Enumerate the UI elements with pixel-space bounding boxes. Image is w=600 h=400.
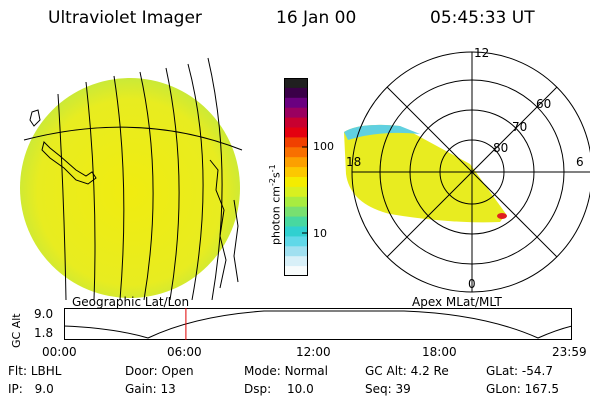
timeline-y-label: GC Alt bbox=[10, 313, 23, 348]
mlt-label-right: 6 bbox=[576, 155, 584, 169]
status-gc-alt: GC Alt: 4.2 Re bbox=[365, 364, 449, 378]
colorbar-tick-100: 100 bbox=[313, 140, 334, 153]
status-dsp: Dsp: 10.0 bbox=[244, 382, 314, 396]
status-glat: GLat: -54.7 bbox=[486, 364, 553, 378]
status-gain: Gain: 13 bbox=[125, 382, 176, 396]
polar-plot bbox=[344, 51, 590, 293]
colorbar-cell bbox=[284, 216, 308, 227]
colorbar-cell bbox=[284, 246, 308, 257]
timeline-tick-0: 00:00 bbox=[42, 345, 77, 359]
mlt-label-left: 18 bbox=[346, 155, 362, 169]
app-title: Ultraviolet Imager bbox=[48, 8, 202, 28]
status-seq: Seq: 39 bbox=[365, 382, 411, 396]
status-door: Door: Open bbox=[125, 364, 194, 378]
timeline-plot bbox=[64, 308, 572, 340]
geographic-image bbox=[20, 57, 243, 300]
date-label: 16 Jan 00 bbox=[276, 8, 357, 28]
status-glon: GLon: 167.5 bbox=[486, 382, 559, 396]
colorbar-tick-10: 10 bbox=[313, 227, 327, 240]
colorbar-cell bbox=[284, 97, 308, 109]
mlat-label-70: 70 bbox=[512, 120, 528, 134]
colorbar-cell bbox=[284, 117, 308, 128]
status-flt: Flt: LBHL bbox=[8, 364, 62, 378]
colorbar-cell bbox=[284, 226, 308, 237]
mlt-label-top: 12 bbox=[474, 46, 490, 60]
colorbar-cell bbox=[284, 236, 308, 247]
colorbar-cell bbox=[284, 78, 308, 89]
status-mode: Mode: Normal bbox=[244, 364, 328, 378]
geographic-caption: Geographic Lat/Lon bbox=[72, 295, 190, 309]
colorbar-cell bbox=[284, 256, 308, 267]
colorbar-cell bbox=[284, 157, 308, 168]
colorbar-cell bbox=[284, 167, 308, 178]
timeline-tick-1: 06:00 bbox=[167, 345, 202, 359]
timeline-y-max: 9.0 bbox=[34, 307, 54, 321]
apex-caption: Apex MLat/MLT bbox=[412, 295, 502, 309]
mlat-label-80: 80 bbox=[493, 141, 509, 155]
colorbar-cell bbox=[284, 196, 308, 208]
colorbar-cell bbox=[284, 186, 308, 198]
timeline-tick-4: 23:59 bbox=[552, 345, 587, 359]
colorbar bbox=[284, 78, 308, 276]
colorbar-cell bbox=[284, 266, 308, 276]
timeline-tick-3: 18:00 bbox=[422, 345, 457, 359]
time-label: 05:45:33 UT bbox=[430, 8, 535, 28]
mlat-label-60: 60 bbox=[536, 97, 552, 111]
colorbar-cell bbox=[284, 177, 308, 188]
colorbar-cell bbox=[284, 127, 308, 138]
mlt-label-bottom: 0 bbox=[468, 277, 476, 291]
timeline-y-min: 1.8 bbox=[34, 326, 54, 340]
coastline bbox=[29, 109, 239, 289]
globe-disk bbox=[20, 78, 240, 298]
colorbar-cell bbox=[284, 147, 308, 158]
timeline-tick-2: 12:00 bbox=[296, 345, 331, 359]
colorbar-cell bbox=[284, 107, 308, 119]
colorbar-cell bbox=[284, 87, 308, 99]
colorbar-label: photon cm-2s-1 bbox=[268, 164, 283, 245]
colorbar-cell bbox=[284, 137, 308, 148]
aurora-oval bbox=[344, 124, 506, 223]
colorbar-cell bbox=[284, 206, 308, 218]
status-ip: IP: 9.0 bbox=[8, 382, 54, 396]
